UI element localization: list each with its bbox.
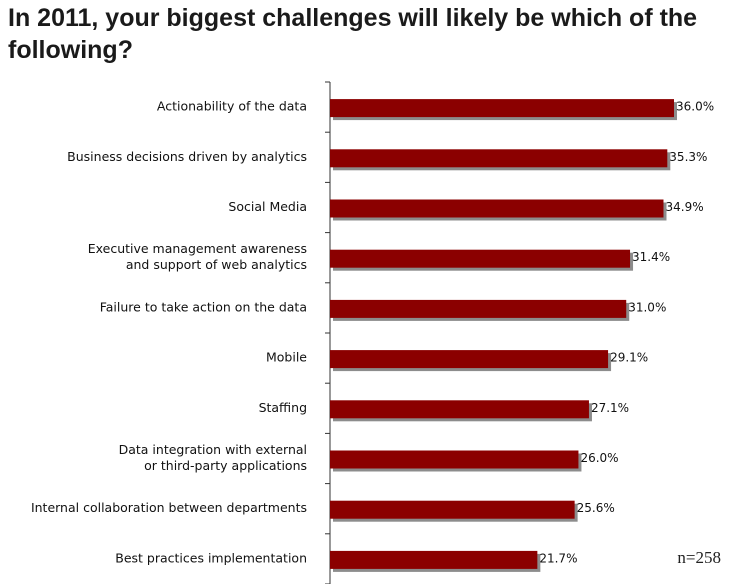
- bar: [330, 500, 575, 519]
- bar: [330, 450, 579, 469]
- category-label: Staffing: [259, 400, 307, 415]
- bar: [330, 99, 674, 118]
- category-label: Data integration with external: [119, 442, 307, 457]
- bar: [330, 350, 609, 369]
- category-label: Executive management awareness: [88, 241, 307, 256]
- category-label: Business decisions driven by analytics: [67, 149, 307, 164]
- chart-title: In 2011, your biggest challenges will li…: [8, 4, 698, 64]
- bar: [330, 550, 538, 569]
- bar: [330, 299, 627, 318]
- data-label: 35.3%: [669, 150, 707, 164]
- bar: [330, 199, 664, 218]
- category-label: Failure to take action on the data: [100, 299, 307, 314]
- data-label: 21.7%: [539, 551, 577, 565]
- data-label: 27.1%: [591, 401, 629, 415]
- category-label: and support of web analytics: [126, 257, 307, 272]
- bar: [330, 149, 668, 168]
- category-label: Mobile: [266, 350, 307, 365]
- sample-size-note: n=258: [677, 548, 721, 567]
- data-label: 36.0%: [676, 100, 714, 114]
- category-label: Actionability of the data: [157, 99, 307, 114]
- data-label: 25.6%: [577, 501, 615, 515]
- bar: [330, 400, 589, 419]
- data-label: 31.4%: [632, 250, 670, 264]
- category-label: Best practices implementation: [115, 550, 307, 565]
- data-label: 29.1%: [610, 351, 648, 365]
- data-label: 34.9%: [665, 200, 703, 214]
- bar: [330, 249, 631, 268]
- category-label: Internal collaboration between departmen…: [31, 500, 307, 515]
- category-label: Social Media: [228, 199, 307, 214]
- data-label: 26.0%: [580, 451, 618, 465]
- category-label: or third-party applications: [144, 458, 307, 473]
- data-label: 31.0%: [628, 300, 666, 314]
